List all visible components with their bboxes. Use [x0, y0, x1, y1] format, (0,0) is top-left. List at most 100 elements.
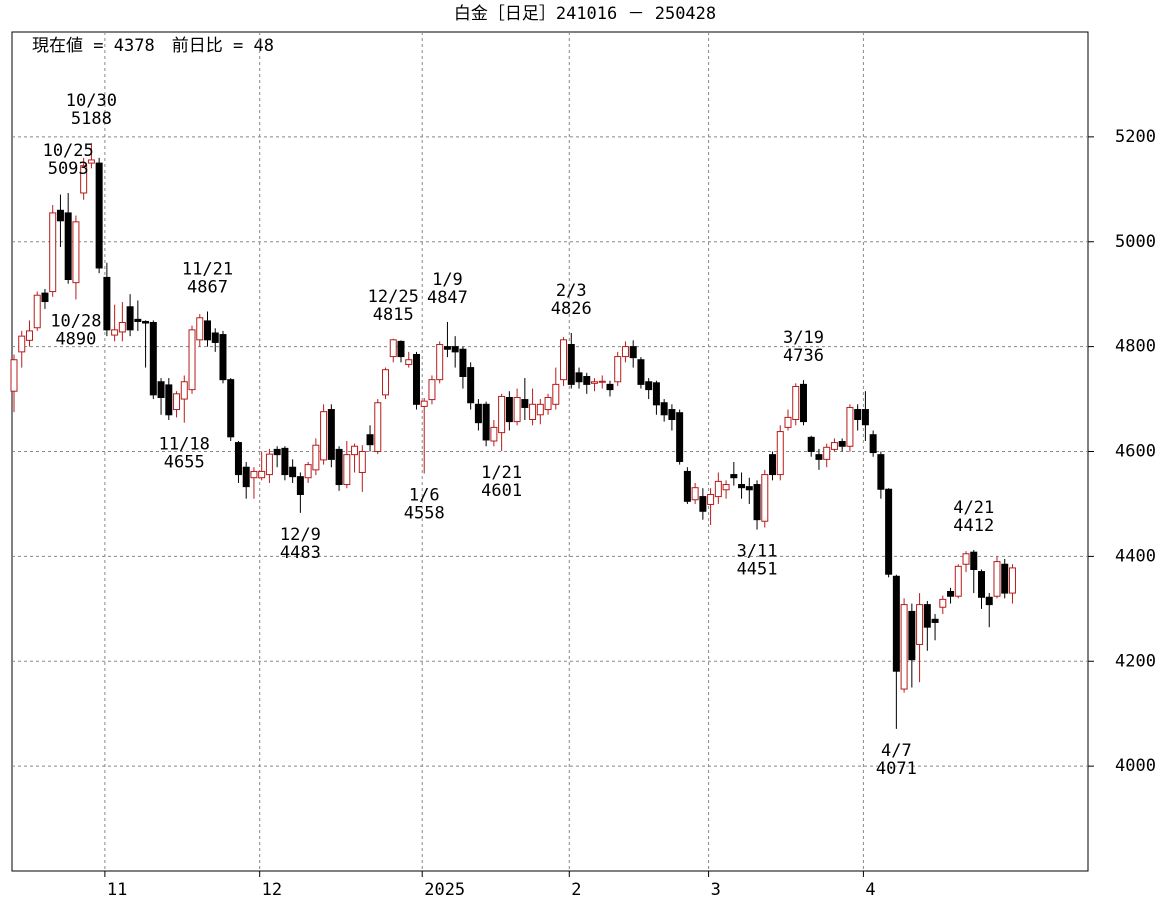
annotation-date: 11/21 — [182, 259, 233, 279]
candle-body — [699, 496, 707, 512]
annotation-date: 12/25 — [368, 287, 419, 307]
candle-body — [49, 212, 57, 293]
candle-body — [443, 346, 451, 350]
candle-body — [521, 399, 529, 408]
candle-body — [412, 353, 420, 405]
candle-body — [730, 474, 738, 479]
annotation-value: 5093 — [48, 159, 89, 179]
candle-body — [211, 332, 219, 343]
candle-body — [529, 403, 537, 421]
candle-body — [536, 403, 544, 416]
candle-body — [815, 454, 823, 460]
annotation-value: 4071 — [876, 759, 917, 779]
candle-body — [629, 346, 637, 359]
candle-body — [382, 369, 390, 396]
y-tick-label: 5000 — [1115, 232, 1156, 252]
candle-body — [188, 329, 196, 391]
candle-body — [25, 330, 33, 341]
annotation-value: 4451 — [737, 560, 778, 580]
candle-body — [722, 484, 730, 491]
annotation-value: 5188 — [71, 109, 112, 129]
annotation-date: 4/7 — [881, 741, 912, 761]
info-sep: = — [93, 36, 103, 56]
candle-body — [351, 445, 359, 456]
candle-body — [149, 322, 157, 396]
annotation-date: 1/6 — [409, 486, 440, 506]
candle-body — [134, 318, 142, 322]
candle-body — [683, 470, 691, 502]
candle-body — [397, 340, 405, 358]
candle-body — [459, 348, 467, 378]
candle-body — [327, 409, 335, 460]
candle-body — [165, 384, 173, 416]
candle-body — [830, 442, 838, 450]
candle-body — [196, 317, 204, 341]
annotation-value: 4558 — [404, 504, 445, 524]
candle-body — [645, 381, 653, 391]
candle-body — [846, 406, 854, 447]
candle-body — [405, 359, 413, 365]
candle-body — [180, 381, 188, 400]
candle-body — [420, 400, 428, 407]
candle-body — [281, 447, 289, 476]
info: 現在値 = 4378 前日比 = 48 — [32, 36, 274, 56]
candle-body — [807, 436, 815, 453]
annotation-date: 2/3 — [556, 281, 587, 301]
candle-body — [637, 359, 645, 385]
candle-body — [242, 466, 250, 488]
candle-body — [304, 464, 312, 479]
candle-body — [428, 379, 436, 401]
candle-body — [652, 382, 660, 406]
candle-body — [567, 344, 575, 385]
y-tick-label: 4600 — [1115, 442, 1156, 462]
candle-body — [72, 221, 80, 284]
candle-body — [714, 480, 722, 498]
annotation-value: 4890 — [55, 329, 96, 349]
candle-body — [552, 383, 560, 405]
annotation-date: 3/11 — [737, 542, 778, 562]
candle-body — [676, 412, 684, 462]
candle-body — [784, 416, 792, 428]
candle-body — [892, 575, 900, 672]
annotation-value: 4601 — [481, 481, 522, 501]
candle-body — [753, 484, 761, 521]
annotation-date: 11/18 — [159, 435, 210, 455]
y-tick-label: 4200 — [1115, 651, 1156, 671]
candle-body — [707, 493, 715, 505]
candle-body — [776, 431, 784, 476]
candle-body — [111, 329, 119, 336]
annotation-value: 4826 — [551, 299, 592, 319]
candle-body — [799, 383, 807, 423]
candle-body — [606, 383, 614, 391]
candle-body — [854, 409, 862, 421]
candle-body — [312, 444, 320, 471]
candle-body — [250, 470, 258, 479]
annotation-value: 4412 — [953, 516, 994, 536]
candle-body — [374, 402, 382, 452]
candle-body — [490, 426, 498, 442]
candle-body — [970, 551, 978, 570]
annotation-date: 3/19 — [783, 328, 824, 348]
candle-body — [947, 591, 955, 597]
annotation-date: 1/9 — [432, 270, 463, 290]
candle-body — [227, 379, 235, 438]
candle-body — [142, 320, 150, 324]
candle-body — [173, 393, 181, 411]
candle-body — [64, 212, 72, 281]
y-tick-label: 5200 — [1115, 127, 1156, 147]
candle-body — [877, 454, 885, 490]
candle-body — [389, 339, 397, 358]
candle-body — [482, 403, 490, 441]
candle-body — [792, 385, 800, 421]
annotation-date: 10/28 — [50, 311, 101, 331]
candle-body — [745, 486, 753, 491]
candle-body — [258, 470, 266, 479]
x-tick-label: 3 — [711, 880, 721, 900]
candle-body — [343, 454, 351, 486]
y-tick-label: 4400 — [1115, 546, 1156, 566]
candle-body — [939, 598, 947, 608]
info-sep: = — [233, 36, 243, 56]
candle-body — [923, 604, 931, 628]
candle-body — [583, 376, 591, 385]
candle-body — [41, 292, 49, 303]
